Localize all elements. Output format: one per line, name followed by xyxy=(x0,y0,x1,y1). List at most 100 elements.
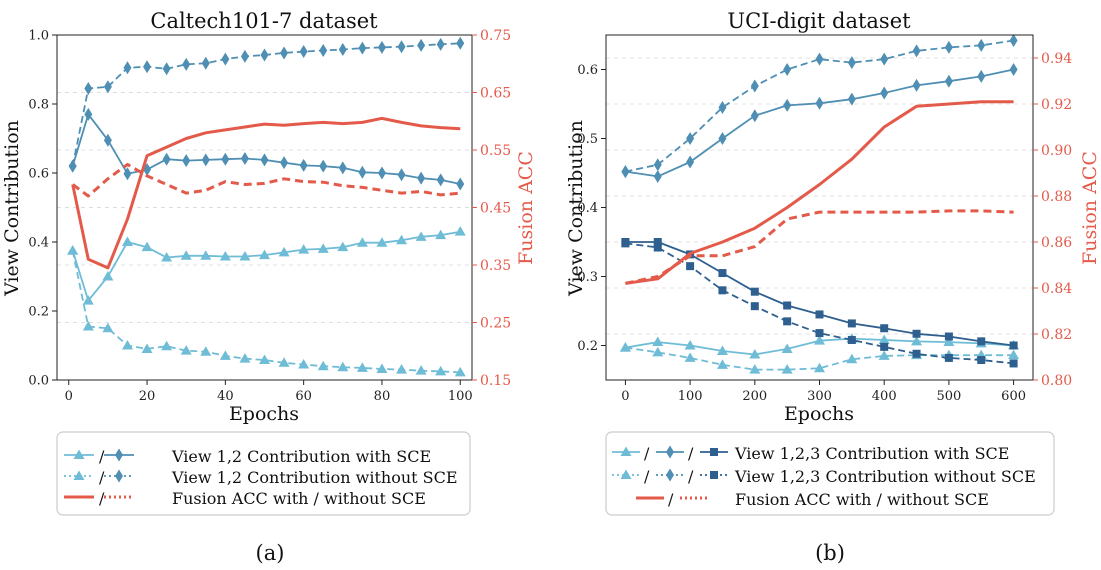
data-point-dark-sq-dash xyxy=(686,262,695,271)
legend-marker-diamond xyxy=(115,469,123,483)
legend-b: / / / / / View 1,2,3 Contribution with SCE V… xyxy=(605,431,1055,516)
data-point-mid-dia-dash xyxy=(162,62,171,76)
data-point-mid-dia-dash xyxy=(686,132,695,145)
y-tick-label: 0.4 xyxy=(28,236,49,251)
data-point-mid-dia-dash xyxy=(436,37,445,51)
data-point-light-tri-dash xyxy=(141,343,153,353)
data-point-light-tri-dash xyxy=(317,360,329,371)
data-point-mid-dia-solid xyxy=(358,165,367,179)
data-point-mid-dia-dash xyxy=(377,40,386,54)
data-point-light-tri-solid xyxy=(161,252,173,262)
y2-tick-label: 0.15 xyxy=(480,373,511,389)
legend-a: View 1,2 Contribution with SCE View 1,2 … xyxy=(56,431,471,516)
data-point-mid-dia-dash xyxy=(103,80,112,94)
data-point-light-tri-dash xyxy=(781,364,793,374)
data-point-dark-sq-solid xyxy=(847,319,856,328)
x-tick-label: 40 xyxy=(217,389,234,404)
data-point-light-tri-dash xyxy=(121,340,133,350)
data-point-mid-dia-dash xyxy=(358,41,367,55)
legend-entry-prefix: / xyxy=(688,444,694,463)
data-point-mid-dia-solid xyxy=(417,171,426,185)
legend-marker-diamond xyxy=(666,468,674,482)
data-point-light-tri-solid xyxy=(684,340,696,350)
data-point-light-tri-solid xyxy=(259,249,270,260)
data-point-mid-dia-solid xyxy=(84,107,93,121)
x-tick-label: 100 xyxy=(678,389,703,404)
data-point-mid-dia-dash xyxy=(1009,34,1018,48)
data-point-light-tri-dash xyxy=(298,358,310,369)
legend-entry-prefix: / xyxy=(644,444,650,463)
data-point-light-tri-solid xyxy=(396,234,408,245)
data-point-mid-dia-dash xyxy=(456,36,465,50)
series-line-red-solid xyxy=(71,116,461,270)
y2-axis-label-a: Fusion ACC xyxy=(515,151,537,265)
legend-entry-prefix: / xyxy=(668,490,674,509)
data-point-light-tri-dash xyxy=(814,362,825,373)
y2-tick-label: 0.65 xyxy=(480,86,511,102)
data-point-light-tri-dash xyxy=(337,361,349,372)
legend-marker-triangle xyxy=(620,469,632,479)
data-point-mid-dia-dash xyxy=(143,60,152,74)
data-point-mid-dia-dash xyxy=(201,56,210,70)
legend-box-a xyxy=(56,431,471,516)
data-point-light-tri-dash xyxy=(219,350,231,360)
data-point-dark-sq-dash xyxy=(815,329,824,338)
data-point-dark-sq-solid xyxy=(944,332,953,341)
data-point-light-tri-solid xyxy=(878,334,890,344)
y2-tick-label: 0.80 xyxy=(1041,373,1072,389)
x-tick-label: 80 xyxy=(374,389,391,404)
data-point-mid-dia-solid xyxy=(123,167,132,181)
data-point-light-tri-dash xyxy=(67,245,79,255)
data-point-dark-sq-solid xyxy=(912,329,921,338)
x-tick-label: 400 xyxy=(872,389,897,404)
data-point-mid-dia-solid xyxy=(944,74,953,88)
data-point-light-tri-dash xyxy=(239,353,251,363)
data-point-mid-dia-dash xyxy=(319,44,328,58)
data-point-mid-dia-dash xyxy=(240,49,249,63)
x-tick-label: 600 xyxy=(1001,389,1026,404)
data-point-mid-dia-dash xyxy=(338,42,347,56)
x-axis-label-a: Epochs xyxy=(229,403,299,425)
y-tick-label: 0.0 xyxy=(28,374,49,389)
data-point-light-tri-solid xyxy=(121,236,133,246)
data-point-light-tri-dash xyxy=(161,340,173,351)
data-point-light-tri-solid xyxy=(749,348,761,359)
data-point-light-tri-solid xyxy=(814,335,825,345)
data-point-dark-sq-solid xyxy=(718,269,727,278)
data-point-mid-dia-dash xyxy=(718,100,727,114)
data-point-light-tri-solid xyxy=(376,237,388,247)
panel-uci: 0 100 200 300 400 500 600 0.2 0.3 0.4 0.5 0.6 0.80 0.… xyxy=(565,9,1101,565)
data-point-light-tri-solid xyxy=(415,231,427,241)
y2-tick-label: 0.90 xyxy=(1041,143,1072,159)
y-axis-label-a: View Contribution xyxy=(1,120,23,297)
data-point-mid-dia-solid xyxy=(221,152,230,166)
y2-tick-label: 0.82 xyxy=(1041,327,1072,343)
legend-entry-prefix: / xyxy=(688,467,694,486)
data-point-dark-sq-solid xyxy=(880,324,889,333)
data-point-mid-dia-dash xyxy=(750,79,759,93)
data-point-dark-sq-solid xyxy=(815,310,824,319)
y-tick-label: 0.2 xyxy=(577,339,598,354)
data-point-dark-sq-dash xyxy=(944,353,953,362)
data-point-mid-dia-solid xyxy=(397,168,406,182)
data-point-mid-dia-solid xyxy=(201,153,210,167)
y-axis-label-b: View Contribution xyxy=(565,120,587,297)
y-tick-label: 0.2 xyxy=(28,305,49,320)
data-point-mid-dia-dash xyxy=(977,38,986,52)
data-point-mid-dia-dash xyxy=(68,159,77,173)
legend-entry-label: View 1,2 Contribution with SCE xyxy=(171,447,431,466)
data-point-dark-sq-solid xyxy=(653,238,662,246)
y2-tick-label: 0.45 xyxy=(480,201,511,217)
legend-marker-diamond xyxy=(666,445,674,459)
panel-caltech: 0 20 40 60 80 100 0.0 0.2 0.4 0.6 0.8 1.0 0.15 0.25 0.… xyxy=(1,9,537,565)
legend-marker-triangle xyxy=(620,446,632,456)
data-point-mid-dia-dash xyxy=(847,56,856,70)
data-point-light-tri-dash xyxy=(415,365,427,375)
data-point-light-tri-dash xyxy=(102,322,114,333)
data-point-light-tri-solid xyxy=(716,345,728,356)
y2-tick-label: 0.86 xyxy=(1041,235,1072,251)
data-point-light-tri-dash xyxy=(716,359,728,369)
legend-entry-prefix: / xyxy=(644,467,650,486)
y2-tick-label: 0.75 xyxy=(480,28,511,44)
